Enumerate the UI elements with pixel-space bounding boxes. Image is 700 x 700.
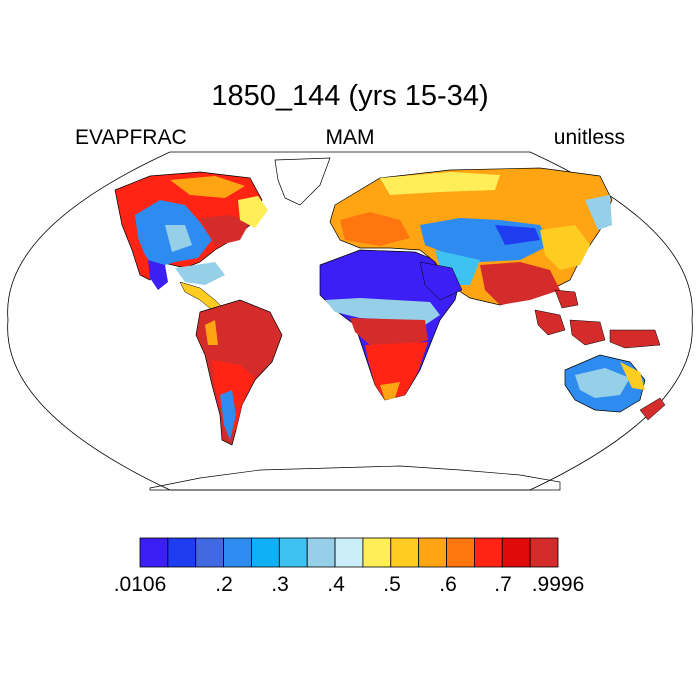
colorbar-swatch bbox=[251, 537, 280, 568]
colorbar-swatch bbox=[167, 537, 197, 568]
colorbar-swatch bbox=[529, 537, 559, 568]
colorbar-swatch bbox=[446, 537, 475, 568]
colorbar-tick-label: .6 bbox=[439, 573, 457, 596]
greenland bbox=[274, 157, 331, 206]
plot-title: 1850_144 (yrs 15-34) bbox=[211, 80, 489, 112]
colorbar-swatch bbox=[223, 537, 252, 568]
colorbar-swatch bbox=[195, 537, 225, 568]
season-label: MAM bbox=[325, 126, 375, 149]
arabia bbox=[419, 261, 463, 301]
colorbar-tick-label: .5 bbox=[383, 573, 401, 596]
colorbar-tick-label: .4 bbox=[327, 573, 345, 596]
antarctica bbox=[149, 465, 561, 491]
colorbar-swatch bbox=[306, 537, 336, 568]
australia bbox=[564, 354, 646, 413]
colorbar-tick-label: .0106 bbox=[113, 573, 167, 596]
africa bbox=[319, 249, 461, 401]
south-america bbox=[195, 299, 283, 446]
colorbar-swatch bbox=[390, 537, 420, 568]
colorbar-tick-label: .3 bbox=[271, 573, 289, 596]
colorbar-swatch bbox=[139, 537, 169, 568]
colorbar-swatch bbox=[473, 537, 503, 568]
eurasia bbox=[329, 167, 613, 306]
colorbar-swatch bbox=[334, 537, 364, 568]
variable-label: EVAPFRAC bbox=[75, 126, 187, 149]
new-zealand bbox=[639, 397, 666, 421]
colorbar-tick-label: .2 bbox=[215, 573, 233, 596]
southeast-asia bbox=[534, 289, 661, 349]
colorbar bbox=[139, 537, 559, 568]
colorbar-swatch bbox=[362, 537, 392, 568]
colorbar-swatch bbox=[501, 537, 531, 568]
colorbar-tick-label: .7 bbox=[494, 573, 512, 596]
colorbar-swatch bbox=[278, 537, 308, 568]
colorbar-tick-label: .9996 bbox=[531, 573, 585, 596]
colorbar-swatch bbox=[418, 537, 447, 568]
units-label: unitless bbox=[553, 126, 625, 149]
north-america bbox=[114, 171, 268, 290]
